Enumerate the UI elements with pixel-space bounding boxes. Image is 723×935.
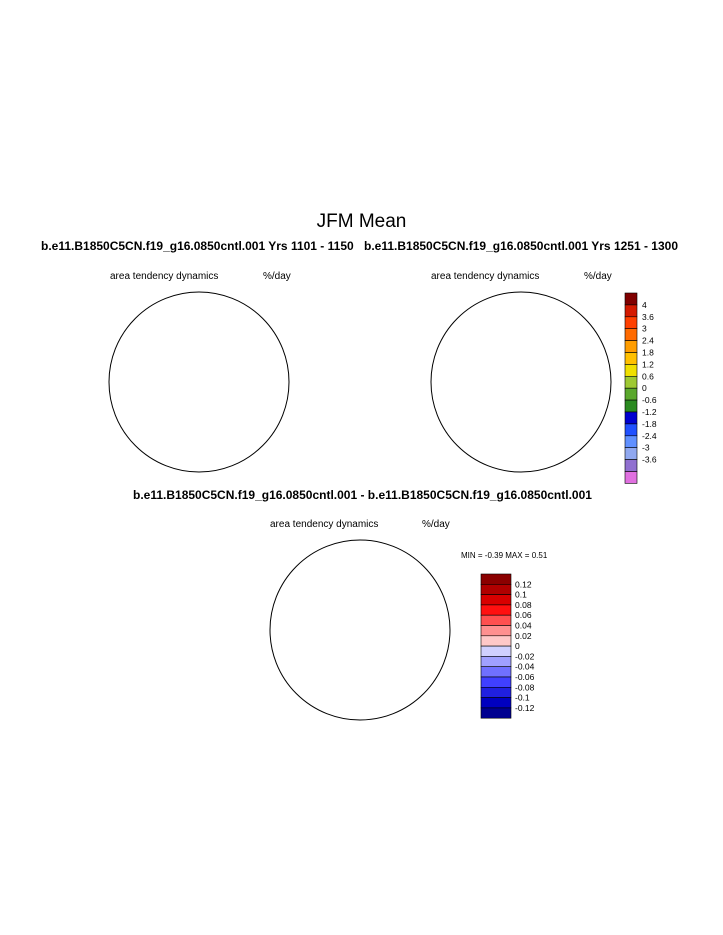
- diff-colorbar-tick-label: 0.04: [515, 621, 532, 631]
- mean-colorbar-tick-label: -3: [642, 443, 650, 453]
- diff-colorbar-tick-label: -0.06: [515, 672, 535, 682]
- diff-min-max-stats: MIN = -0.39 MAX = 0.51: [461, 551, 548, 560]
- diff-colorbar-tick-label: 0: [515, 641, 520, 651]
- diff-colorbar-tick-label: -0.02: [515, 651, 535, 661]
- mean-colorbar-tick-label: 1.2: [642, 359, 654, 369]
- mean-colorbar-swatch: [624, 471, 638, 484]
- mean-colorbar-tick-label: -1.8: [642, 419, 657, 429]
- diff-colorbar-tick-label: 0.1: [515, 590, 527, 600]
- mean-colorbar-swatch: [624, 375, 638, 389]
- right-panel-case-title: b.e11.B1850C5CN.f19_g16.0850cntl.001 Yrs…: [364, 239, 678, 253]
- mean-colorbar-tick-label: -1.2: [642, 407, 657, 417]
- mean-colorbar-swatch: [624, 364, 638, 377]
- figure-title: JFM Mean: [316, 211, 407, 232]
- diff-colorbar-swatch: [480, 666, 512, 678]
- right-polar-map: [430, 291, 612, 473]
- diff-colorbar-swatch: [480, 625, 512, 637]
- mean-colorbar-swatch: [624, 423, 638, 437]
- mean-colorbar-tick-label: -2.4: [642, 431, 657, 441]
- mean-colorbar-swatch: [624, 411, 638, 425]
- mean-colorbar-tick-label: 3: [642, 324, 647, 334]
- diff-colorbar-swatch: [480, 594, 512, 606]
- diff-panel-units: %/day: [422, 519, 450, 530]
- mean-colorbar-tick-label: 4: [642, 300, 647, 310]
- difference-case-title: b.e11.B1850C5CN.f19_g16.0850cntl.001 - b…: [133, 488, 592, 502]
- mean-colorbar-swatch: [624, 316, 638, 329]
- diff-colorbar-swatch: [480, 645, 512, 657]
- mean-colorbar-swatch: [624, 328, 638, 341]
- diff-colorbar-swatch: [480, 573, 512, 585]
- left-panel-variable: area tendency dynamics: [110, 271, 219, 282]
- diff-colorbar-tick-label: -0.1: [515, 693, 530, 703]
- diff-colorbar-swatch: [480, 583, 512, 595]
- diff-colorbar-tick-label: -0.04: [515, 662, 535, 672]
- diff-colorbar-tick-label: -0.12: [515, 703, 535, 713]
- mean-colorbar-tick-label: 0.6: [642, 371, 654, 381]
- mean-colorbar-tick-label: 1.8: [642, 348, 654, 358]
- mean-colorbar-swatch: [624, 292, 638, 306]
- diff-colorbar-tick-label: 0.08: [515, 600, 532, 610]
- mean-colorbar-tick-label: -0.6: [642, 395, 657, 405]
- diff-colorbar-tick-label: 0.06: [515, 610, 532, 620]
- diff-colorbar-swatch: [480, 707, 512, 719]
- diff-panel-variable: area tendency dynamics: [270, 519, 379, 530]
- right-panel-units: %/day: [584, 271, 612, 282]
- diff-colorbar-swatch: [480, 697, 512, 709]
- right-panel-variable: area tendency dynamics: [431, 271, 540, 282]
- mean-colorbar-swatch: [624, 459, 638, 472]
- left-polar-map: [108, 291, 290, 473]
- diff-colorbar-tick-label: 0.12: [515, 579, 532, 589]
- mean-colorbar-swatch: [624, 399, 638, 413]
- difference-colorbar: 0.120.10.080.060.040.020-0.02-0.04-0.06-…: [480, 573, 535, 719]
- mean-colorbar-swatch: [624, 435, 638, 448]
- diff-colorbar-swatch: [480, 604, 512, 616]
- diff-colorbar-swatch: [480, 614, 512, 626]
- mean-colorbar-tick-label: 3.6: [642, 312, 654, 322]
- mean-colorbar-swatch: [624, 387, 638, 401]
- mean-colorbar-swatch: [624, 304, 638, 318]
- diff-colorbar-tick-label: -0.08: [515, 682, 535, 692]
- diff-colorbar-swatch: [480, 656, 512, 668]
- left-panel-case-title: b.e11.B1850C5CN.f19_g16.0850cntl.001 Yrs…: [41, 239, 354, 253]
- diff-colorbar-tick-label: 0.02: [515, 631, 532, 641]
- left-panel-units: %/day: [263, 271, 291, 282]
- mean-colorbar: 4 3.6 3 2.4 1.81.2 0.6 0 -0.6 -1.2 -1.8 -2.4 -3 -3.6: [624, 292, 657, 484]
- mean-colorbar-swatch: [624, 447, 638, 460]
- diff-colorbar-swatch: [480, 635, 512, 647]
- diff-colorbar-swatch: [480, 676, 512, 688]
- mean-colorbar-tick-label: -3.6: [642, 455, 657, 465]
- mean-colorbar-swatch: [624, 352, 638, 365]
- mean-colorbar-tick-label: 0: [642, 383, 647, 393]
- mean-colorbar-tick-label: 2.4: [642, 336, 654, 346]
- diff-colorbar-swatch: [480, 686, 512, 698]
- difference-polar-map: [269, 539, 451, 721]
- mean-colorbar-swatch: [624, 340, 638, 353]
